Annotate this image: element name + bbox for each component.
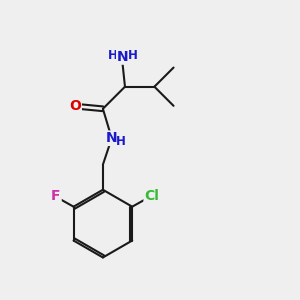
Text: H: H [108,49,118,62]
Text: Cl: Cl [145,189,159,203]
Text: H: H [128,49,138,62]
Text: N: N [106,131,118,145]
Text: H: H [116,135,126,148]
Text: F: F [51,189,61,203]
Text: N: N [117,50,128,64]
Text: O: O [69,99,81,113]
